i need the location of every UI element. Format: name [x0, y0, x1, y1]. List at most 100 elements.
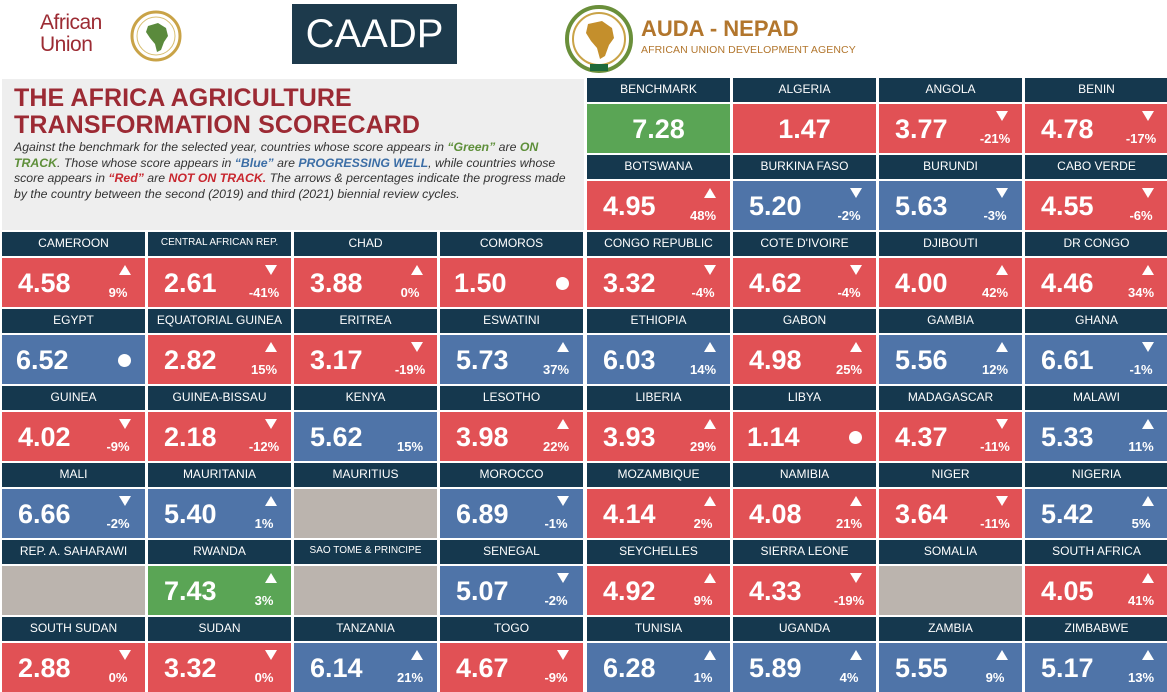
score-value: 5.55: [895, 653, 948, 683]
country-name: NIGERIA: [1025, 463, 1167, 487]
country-name: LESOTHO: [440, 386, 583, 410]
country-name: CONGO REPUBLIC: [587, 232, 730, 256]
country-name: COTE D'IVOIRE: [733, 232, 876, 256]
score-panel: [294, 489, 437, 538]
change-percent: 41%: [1127, 593, 1155, 608]
arrow-up-icon: [557, 419, 569, 429]
country-card-mali: MALI 6.66 -2%: [2, 463, 145, 538]
country-card-lesotho: LESOTHO 3.98 22%: [440, 386, 583, 461]
auda-nepad-name: AUDA - NEPAD: [641, 16, 799, 41]
country-card-mozambique: MOZAMBIQUE 4.14 2%: [587, 463, 730, 538]
score-value: 3.32: [164, 653, 217, 683]
arrow-up-icon: [1142, 650, 1154, 660]
score-panel: 4.33 -19%: [733, 566, 876, 615]
score-panel: 6.03 14%: [587, 335, 730, 384]
arrow-down-icon: [850, 188, 862, 198]
au-logo-line2: Union: [40, 33, 93, 56]
country-name: ZAMBIA: [879, 617, 1022, 641]
change-percent: 3%: [254, 593, 274, 608]
country-card-algeria: ALGERIA 1.47: [733, 78, 876, 153]
change-percent: -11%: [980, 516, 1010, 531]
arrow-up-icon: [265, 496, 277, 506]
score-panel: 3.32 -4%: [587, 258, 730, 307]
country-card-guinea-bissau: GUINEA-BISSAU 2.18 -12%: [148, 386, 291, 461]
score-panel: 1.14: [733, 412, 876, 461]
country-name: MAURITANIA: [148, 463, 291, 487]
score-value: 1.47: [778, 114, 831, 144]
arrow-up-icon: [704, 419, 716, 429]
desc-text: , while countries whose score appears in: [14, 155, 556, 186]
change-percent: -1%: [1129, 362, 1153, 377]
country-card-rwanda: RWANDA 7.43 3%: [148, 540, 291, 615]
country-card-seychelles: SEYCHELLES 4.92 9%: [587, 540, 730, 615]
score-panel: 6.61 -1%: [1025, 335, 1167, 384]
change-percent: -6%: [1129, 208, 1153, 223]
country-card-eswatini: ESWATINI 5.73 37%: [440, 309, 583, 384]
change-percent: 29%: [689, 439, 717, 454]
change-percent: -4%: [837, 285, 861, 300]
score-panel: 6.66 -2%: [2, 489, 145, 538]
score-panel: [2, 566, 145, 615]
score-panel: 3.98 22%: [440, 412, 583, 461]
country-card-sierra-leone: SIERRA LEONE 4.33 -19%: [733, 540, 876, 615]
country-name: CAMEROON: [2, 232, 145, 256]
arrow-up-icon: [1142, 265, 1154, 275]
arrow-up-icon: [265, 342, 277, 352]
country-name: MOROCCO: [440, 463, 583, 487]
country-name: MALAWI: [1025, 386, 1167, 410]
score-panel: 4.67 -9%: [440, 643, 583, 692]
country-card-mauritius: MAURITIUS: [294, 463, 437, 538]
score-panel: 4.02 -9%: [2, 412, 145, 461]
country-card-comoros: COMOROS 1.50: [440, 232, 583, 307]
score-value: 4.37: [895, 422, 948, 452]
score-panel: 5.62 15%: [294, 412, 437, 461]
arrow-up-icon: [411, 650, 423, 660]
arrow-up-icon: [1142, 573, 1154, 583]
change-percent: 0%: [108, 670, 128, 685]
score-value: 4.33: [749, 576, 802, 606]
arrow-up-icon: [996, 650, 1008, 660]
country-card-nigeria: NIGERIA 5.42 5%: [1025, 463, 1167, 538]
country-name: CENTRAL AFRICAN REP.: [148, 232, 291, 256]
score-panel: 5.40 1%: [148, 489, 291, 538]
country-card-mauritania: MAURITANIA 5.40 1%: [148, 463, 291, 538]
auda-nepad-subtitle: AFRICAN UNION DEVELOPMENT AGENCY: [641, 44, 856, 56]
desc-text: are: [143, 171, 169, 185]
score-panel: 3.17 -19%: [294, 335, 437, 384]
arrow-down-icon: [119, 650, 131, 660]
score-panel: 7.28: [587, 104, 730, 153]
desc-text: Against the benchmark for the selected y…: [14, 140, 448, 154]
arrow-down-icon: [996, 188, 1008, 198]
no-comparison-dot-icon: [849, 431, 862, 444]
change-percent: 11%: [1128, 439, 1154, 454]
change-percent: 48%: [689, 208, 717, 223]
score-panel: 4.46 34%: [1025, 258, 1167, 307]
score-value: 4.98: [749, 345, 802, 375]
score-value: 4.58: [18, 268, 71, 298]
country-name: RWANDA: [148, 540, 291, 564]
change-percent: -12%: [248, 439, 280, 454]
country-card-uganda: UGANDA 5.89 4%: [733, 617, 876, 692]
score-value: 4.46: [1041, 268, 1094, 298]
change-percent: 25%: [835, 362, 863, 377]
score-value: 4.78: [1041, 114, 1094, 144]
change-percent: 0%: [254, 670, 274, 685]
score-value: 7.28: [632, 114, 685, 144]
country-card-zambia: ZAMBIA 5.55 9%: [879, 617, 1022, 692]
country-card-south-africa: SOUTH AFRICA 4.05 41%: [1025, 540, 1167, 615]
change-percent: 12%: [981, 362, 1009, 377]
auda-emblem-icon: [565, 5, 633, 73]
country-card-togo: TOGO 4.67 -9%: [440, 617, 583, 692]
arrow-up-icon: [119, 265, 131, 275]
country-name: SEYCHELLES: [587, 540, 730, 564]
country-name: MOZAMBIQUE: [587, 463, 730, 487]
score-panel: [294, 566, 437, 615]
score-panel: 7.43 3%: [148, 566, 291, 615]
country-card-cabo-verde: CABO VERDE 4.55 -6%: [1025, 155, 1167, 230]
score-value: 3.77: [895, 114, 948, 144]
country-name: SENEGAL: [440, 540, 583, 564]
arrow-down-icon: [119, 419, 131, 429]
score-panel: 2.82 15%: [148, 335, 291, 384]
country-card-sudan: SUDAN 3.32 0%: [148, 617, 291, 692]
score-value: 4.08: [749, 499, 802, 529]
